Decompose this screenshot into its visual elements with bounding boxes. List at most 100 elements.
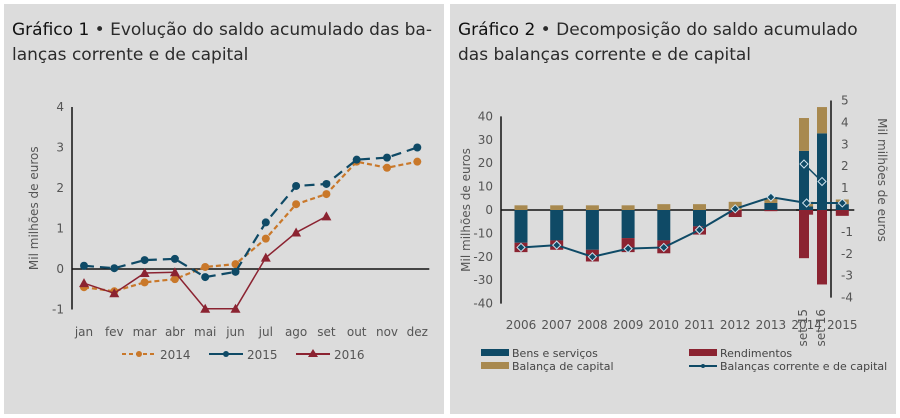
bar-Rendimentos: [799, 210, 809, 259]
y-tick-label: 4: [56, 100, 64, 114]
legend-Balanças corrente e de capital-label: Balanças corrente e de capital: [720, 360, 887, 373]
chart-2-svg: 40 30 2010 0 -10 -20 -30 -40 5 4 3 2 10 -1 -2 -3 -4 Mil m…: [459, 94, 889, 374]
series-2016-marker: [321, 211, 332, 221]
bar-Rendimentos: [835, 210, 849, 216]
series-2015-marker: [383, 153, 391, 162]
balance-marker: [730, 204, 740, 214]
series-2015-line: [83, 146, 418, 279]
balance-marker: [659, 242, 669, 253]
series-2015-marker: [231, 267, 240, 276]
x-tick-label: 2013: [756, 318, 787, 332]
bar-Bens e serviços: [585, 210, 599, 250]
balance-line-left: [520, 196, 843, 258]
series-2016-marker: [139, 268, 150, 278]
series-2015-marker: [201, 273, 210, 282]
y-tick-label-right: 5: [841, 94, 849, 108]
y-tick-label: 3: [56, 141, 64, 155]
bar-Rendimentos: [817, 210, 827, 285]
bar-Balança de capital: [799, 118, 809, 151]
y-tick-label-left: 0: [485, 203, 493, 217]
x-tick-label: 2007: [541, 318, 572, 332]
y-tick-label: 1: [56, 222, 64, 236]
bar-Balança de capital: [817, 107, 827, 134]
chart-2-title: Gráfico 2 • Decomposição do saldo acumul…: [458, 18, 858, 68]
series-2015-marker: [261, 218, 270, 227]
series-2014-marker: [170, 275, 179, 284]
chart-1-title-line1: Evolução do saldo acumulado das ba-: [110, 20, 432, 40]
series-2015-marker: [80, 261, 88, 270]
x-tick-label: 2012: [720, 318, 751, 332]
series-2015-marker: [110, 264, 119, 273]
x-tick-label: 2009: [613, 318, 644, 332]
series-2015-marker: [352, 155, 361, 164]
chart-1-panel: Gráfico 1 • Evolução do saldo acumulado …: [4, 4, 444, 414]
series-2016-marker: [230, 303, 241, 313]
x-tick-label: abr: [165, 325, 185, 339]
legend-2015-marker: [223, 351, 229, 357]
balance-marker-right: [817, 176, 827, 187]
y-tick-label-right: -4: [841, 291, 853, 305]
bar-Bens e serviços: [764, 202, 778, 210]
y-tick-label: 0: [56, 262, 64, 276]
legend-Rendimentos-swatch: [689, 349, 717, 356]
balance-marker: [587, 252, 598, 262]
x-tick-label: mai: [194, 325, 216, 339]
x-tick-label-right: set 15: [796, 309, 810, 346]
y-tick-label: -1: [52, 303, 64, 317]
y-tick-label-left: 10: [478, 180, 493, 194]
y-tick-label-left: -30: [473, 273, 493, 287]
y-tick-label-right: 1: [841, 181, 849, 195]
balance-marker: [837, 198, 848, 208]
legend-Balanças corrente e de capital-marker: [701, 364, 705, 368]
y-tick-label-left: -20: [473, 250, 493, 264]
series-2014-marker: [140, 278, 149, 287]
y-axis-label-left: Mil milhões de euros: [459, 148, 473, 272]
series-2015-marker: [140, 256, 149, 265]
legend-2014-marker: [136, 351, 142, 357]
legend-Rendimentos-label: Rendimentos: [720, 347, 792, 360]
bar-Bens e serviços: [693, 210, 706, 227]
series-2016-marker: [169, 267, 180, 277]
x-tick-label: jun: [225, 325, 245, 339]
legend-Balança de capital-label: Balança de capital: [512, 360, 614, 373]
series-2015-marker: [413, 143, 422, 152]
x-tick-label: 2008: [577, 318, 608, 332]
y-tick-label-left: -40: [473, 297, 493, 311]
series-2016-marker: [79, 278, 89, 288]
series-2014-marker: [413, 157, 422, 166]
x-tick-label: set: [317, 325, 336, 339]
chart-1-title-line2: lanças corrente e de capital: [12, 45, 249, 65]
y-tick-label-right: 3: [841, 137, 849, 151]
y-tick-label-right: -1: [841, 225, 853, 239]
legend-2015-label: 2015: [247, 348, 278, 362]
series-2015-marker: [170, 254, 179, 263]
balance-line-right: [803, 163, 823, 183]
bullet: •: [94, 20, 111, 40]
legend-Bens e serviços-label: Bens e serviços: [512, 347, 598, 360]
x-tick-label: ago: [285, 325, 307, 339]
y-tick-label-right: -3: [841, 269, 853, 283]
x-tick-label: nov: [376, 325, 398, 339]
bar-Balança de capital: [585, 205, 599, 210]
balance-marker: [551, 240, 562, 250]
y-tick-label-left: 30: [478, 133, 493, 147]
legend-2016-label: 2016: [334, 348, 365, 362]
y-tick-label-left: 40: [478, 109, 493, 123]
x-tick-label: fev: [105, 325, 124, 339]
x-tick-label: 2010: [649, 318, 680, 332]
balance-marker-right: [799, 159, 809, 169]
bar-Balança de capital: [657, 204, 671, 210]
series-2014-marker: [201, 262, 210, 271]
bar-Balança de capital: [514, 205, 528, 210]
chart-1-label: Gráfico 1: [12, 20, 90, 40]
series-2014-marker: [383, 163, 391, 172]
bar-Bens e serviços: [550, 210, 564, 241]
series-2014-marker: [292, 200, 301, 209]
x-tick-label: jan: [74, 325, 93, 339]
x-tick-label: 2006: [506, 318, 537, 332]
y-tick-label: 2: [56, 181, 64, 195]
series-2015-marker: [322, 179, 331, 188]
x-tick-label: 2015: [827, 318, 858, 332]
bar-Bens e serviços: [514, 210, 528, 243]
